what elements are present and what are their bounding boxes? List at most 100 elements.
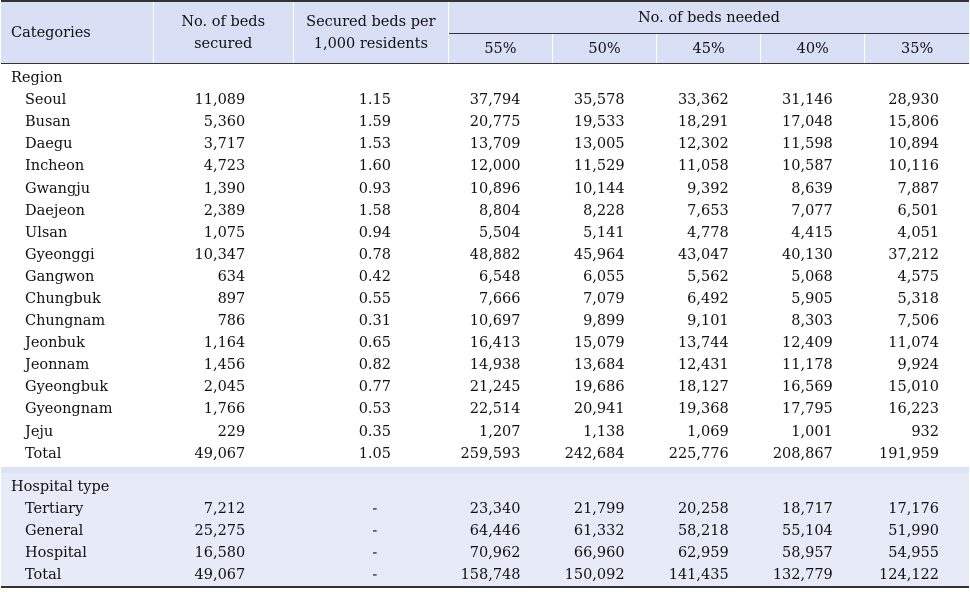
header-pct-50: 50% <box>552 33 658 64</box>
beds-needed-cell: 6,055 <box>583 268 625 285</box>
table-row: Total 49,067-158,748 150,092 141,435 132,779… <box>1 564 969 589</box>
beds-needed-cell: 13,709 <box>469 136 521 153</box>
beds-needed-cell: 8,804 <box>478 202 521 219</box>
table-row: Gyeongnam 1,766 0.53 22,514 20,941 19,368 17,7… <box>1 398 969 420</box>
beds-needed-cell: 62,959 <box>656 541 761 565</box>
table-header: Categories No. of beds secured Secured b… <box>1 0 969 64</box>
row-label: Gangwon <box>25 268 95 285</box>
section-title-row: Region <box>1 64 969 90</box>
table-row: Gyeongbuk 2,045 0.77 21,245 19,686 18,127 16,5… <box>1 376 969 398</box>
header-per-1000: Secured beds per 1,000 residents <box>293 0 449 64</box>
beds-needed-cell: 15,079 <box>573 335 625 352</box>
beds-needed-cell: 158,748 <box>448 564 553 589</box>
beds-secured-cell: 49,067 <box>194 445 246 462</box>
empty-cell <box>865 64 969 90</box>
beds-needed-cell: 4,575 <box>897 268 939 285</box>
empty-cell <box>553 64 657 90</box>
empty-cell <box>760 466 865 498</box>
empty-cell <box>657 64 761 90</box>
beds-needed-cell: 17,176 <box>864 497 969 520</box>
beds-needed-cell: 5,141 <box>583 224 625 241</box>
row-label: Daegu <box>25 136 73 153</box>
beds-needed-cell: 7,887 <box>897 180 939 197</box>
row-label: Hospital <box>1 541 154 565</box>
beds-needed-cell: 51,990 <box>864 519 969 542</box>
beds-needed-cell: 11,529 <box>573 158 625 175</box>
header-beds-secured-line1: No. of beds <box>181 13 266 30</box>
beds-needed-cell: 16,223 <box>888 401 939 418</box>
header-per-1000-line2: 1,000 residents <box>313 35 428 52</box>
beds-needed-cell: 70,962 <box>448 541 553 565</box>
beds-needed-cell: 48,882 <box>469 246 521 263</box>
beds-needed-cell: 61,332 <box>552 519 657 542</box>
per-1000-cell: 0.65 <box>358 335 391 352</box>
beds-needed-cell: 12,431 <box>677 357 729 374</box>
per-1000-cell: 0.42 <box>358 268 391 285</box>
beds-needed-cell: 259,593 <box>460 445 521 462</box>
beds-needed-cell: 45,964 <box>573 246 625 263</box>
beds-needed-cell: 6,501 <box>897 202 939 219</box>
beds-needed-cell: 191,959 <box>879 445 939 462</box>
per-1000-cell: 0.31 <box>358 313 391 330</box>
beds-needed-cell: 11,178 <box>782 357 833 374</box>
beds-needed-cell: 7,079 <box>583 290 625 307</box>
table-row: Tertiary 7,212-23,340 21,799 20,258 18,717 17… <box>1 497 969 520</box>
beds-needed-cell: 225,776 <box>668 445 729 462</box>
beds-needed-cell: 13,005 <box>573 136 625 153</box>
beds-secured-cell: 5,360 <box>203 114 246 131</box>
empty-cell <box>448 64 552 90</box>
empty-cell <box>864 466 969 498</box>
beds-needed-cell: 10,587 <box>782 158 833 175</box>
row-label: Tertiary <box>1 497 154 520</box>
beds-secured-cell: 1,075 <box>203 224 246 241</box>
beds-needed-cell: 21,799 <box>552 497 657 520</box>
beds-needed-cell: 19,368 <box>677 401 729 418</box>
beds-needed-cell: 11,598 <box>782 136 833 153</box>
beds-needed-cell: 8,639 <box>791 180 833 197</box>
beds-needed-cell: 242,684 <box>564 445 625 462</box>
table-row: General 25,275-64,446 61,332 58,218 55,104 51… <box>1 519 969 542</box>
empty-cell <box>293 466 449 498</box>
row-label: Jeonbuk <box>25 335 85 352</box>
beds-needed-cell: 37,212 <box>888 246 939 263</box>
table-row: Ulsan 1,075 0.94 5,504 5,141 4,778 4,415 4,051 <box>1 222 969 244</box>
beds-needed-cell: 54,955 <box>864 541 969 565</box>
beds-needed-cell: 12,000 <box>469 158 521 175</box>
beds-needed-cell: 17,795 <box>782 401 833 418</box>
row-label: Chungbuk <box>25 290 101 307</box>
table-row: Hospital 16,580-70,962 66,960 62,959 58,957 5… <box>1 541 969 565</box>
header-categories: Categories <box>1 0 154 64</box>
beds-needed-cell: 9,924 <box>897 357 939 374</box>
header-pct-40: 40% <box>760 33 866 64</box>
header-beds-secured: No. of beds secured <box>153 0 294 64</box>
beds-needed-cell: 208,867 <box>772 445 833 462</box>
per-1000-cell: - <box>293 541 449 565</box>
table-row: Jeonnam 1,456 0.82 14,938 13,684 12,431 11,178… <box>1 354 969 376</box>
beds-needed-cell: 37,794 <box>469 92 521 109</box>
beds-needed-cell: 132,779 <box>760 564 865 589</box>
beds-needed-cell: 5,905 <box>791 290 833 307</box>
beds-secured-cell: 4,723 <box>203 158 246 175</box>
beds-needed-cell: 150,092 <box>552 564 657 589</box>
beds-needed-cell: 55,104 <box>760 519 865 542</box>
empty-cell <box>656 466 761 498</box>
beds-needed-cell: 4,778 <box>687 224 729 241</box>
row-label: Chungnam <box>25 313 106 330</box>
beds-needed-cell: 6,492 <box>687 290 729 307</box>
row-label: General <box>1 519 154 542</box>
row-label: Jeonnam <box>25 357 90 374</box>
table-row: Gangwon 634 0.42 6,548 6,055 5,562 5,068 4,575 <box>1 266 969 288</box>
header-pct-45: 45% <box>656 33 762 64</box>
beds-needed-cell: 9,101 <box>687 313 729 330</box>
beds-secured-cell: 11,089 <box>194 92 246 109</box>
beds-needed-cell: 21,245 <box>469 379 521 396</box>
beds-needed-cell: 1,138 <box>583 423 625 440</box>
empty-cell <box>153 466 294 498</box>
beds-needed-cell: 10,896 <box>469 180 521 197</box>
beds-needed-cell: 1,069 <box>687 423 729 440</box>
beds-needed-cell: 7,653 <box>687 202 729 219</box>
beds-needed-cell: 12,409 <box>782 335 833 352</box>
empty-cell <box>552 466 657 498</box>
beds-needed-cell: 8,228 <box>583 202 625 219</box>
beds-needed-cell: 1,001 <box>791 423 833 440</box>
